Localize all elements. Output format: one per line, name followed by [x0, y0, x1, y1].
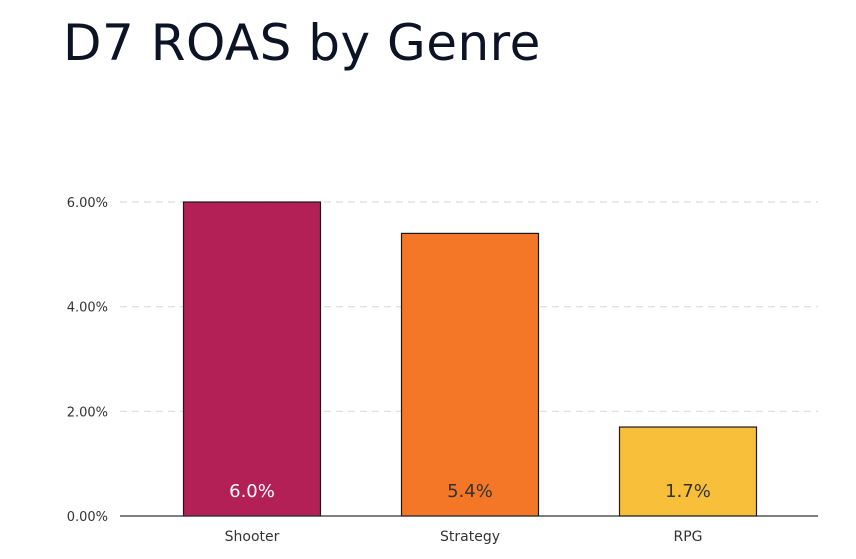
- y-tick-label: 6.00%: [67, 196, 108, 211]
- data-label: 5.4%: [447, 481, 493, 502]
- x-axis-labels: Shooter Strategy RPG: [225, 529, 703, 545]
- x-tick-label: RPG: [673, 529, 702, 545]
- y-axis-ticks: 0.00% 2.00% 4.00% 6.00%: [67, 196, 108, 525]
- data-labels: 6.0% 5.4% 1.7%: [229, 481, 711, 502]
- x-tick-label: Strategy: [440, 529, 500, 545]
- y-tick-label: 4.00%: [67, 301, 108, 316]
- y-tick-label: 2.00%: [67, 405, 108, 420]
- bar-rpg: [618, 426, 758, 517]
- bars: [182, 201, 758, 517]
- bar-strategy: [400, 232, 540, 517]
- data-label: 6.0%: [229, 481, 275, 502]
- chart-title: D7 ROAS by Genre: [63, 14, 541, 72]
- x-tick-label: Shooter: [225, 529, 280, 545]
- data-label: 1.7%: [665, 481, 711, 502]
- bar-shooter: [182, 201, 322, 517]
- y-tick-label: 0.00%: [67, 510, 108, 525]
